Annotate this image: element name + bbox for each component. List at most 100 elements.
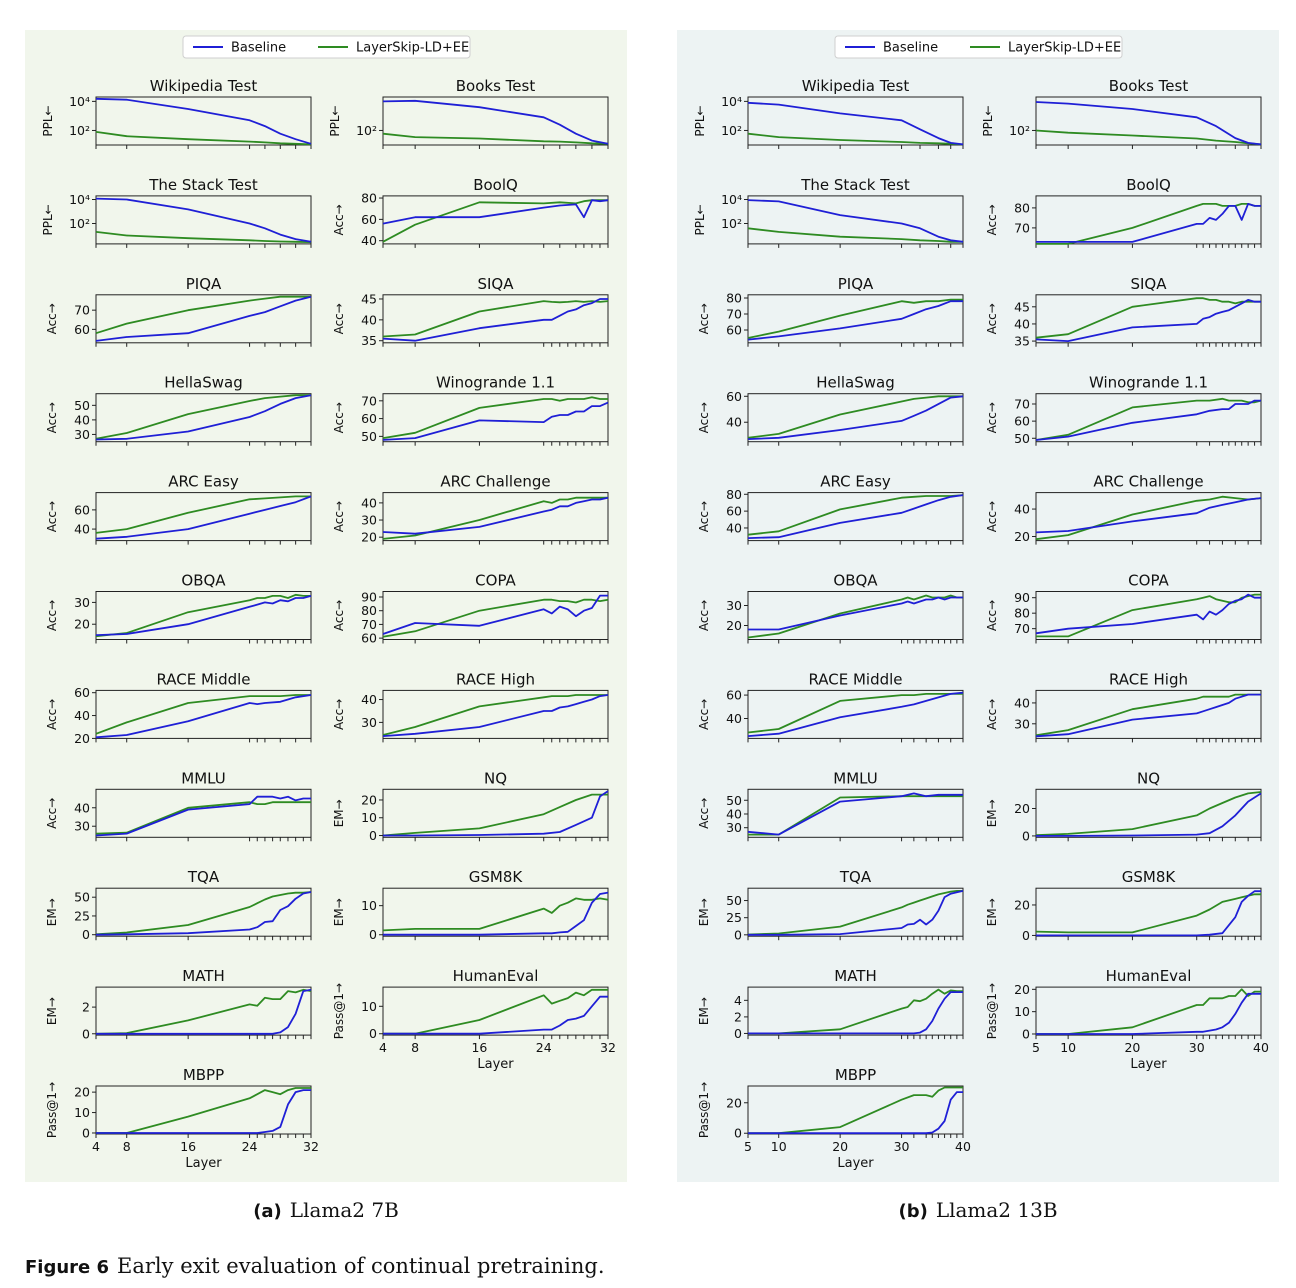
y-axis-label: Acc→ — [985, 600, 999, 631]
y-axis-label: PPL← — [693, 105, 707, 136]
subplot-a-gsm8k: GSM8K 0 10 EM→ — [332, 868, 609, 942]
legend-label-layerskip-ld-ee: LayerSkip-LD+EE — [1008, 41, 1121, 56]
y-tick-label: 30 — [74, 427, 90, 442]
subplot-b-hellaswag: HellaSwag 40 60 Acc→ — [697, 374, 964, 446]
y-axis-label: Acc→ — [45, 600, 59, 631]
series-line-layerskip-ld-ee — [382, 897, 609, 932]
x-tick-label: 30 — [1189, 1040, 1205, 1055]
series-line-baseline — [747, 300, 963, 341]
plot-frame — [382, 788, 609, 838]
y-tick-label: 20 — [726, 1095, 742, 1110]
x-tick-label: 4 — [379, 1040, 387, 1055]
y-tick-label: 10⁴ — [69, 192, 90, 207]
series-line-layerskip-ld-ee — [382, 300, 609, 338]
y-tick-label: 70 — [361, 617, 377, 632]
x-tick-label: 4 — [92, 1139, 100, 1154]
y-tick-label: 20 — [1014, 982, 1030, 997]
subplot-title: RACE Middle — [156, 670, 250, 688]
subcaption-a-title: Llama2 7B — [289, 1198, 399, 1222]
y-axis-label: Acc→ — [985, 501, 999, 532]
series-line-layerskip-ld-ee — [747, 693, 963, 734]
y-axis-label: PPL← — [41, 105, 55, 136]
subplot-title: Books Test — [456, 77, 536, 95]
series-line-layerskip-ld-ee — [95, 694, 311, 735]
y-axis-label: Acc→ — [697, 303, 711, 334]
subplot-b-nq: NQ 0 20 EM→ — [985, 769, 1262, 843]
subplot-title: ARC Challenge — [1093, 473, 1203, 491]
y-tick-label: 40 — [74, 522, 90, 537]
subplot-title: COPA — [475, 572, 516, 590]
y-axis-label: Pass@1→ — [332, 983, 346, 1039]
series-line-layerskip-ld-ee — [747, 494, 964, 536]
y-tick-label: 70 — [361, 393, 377, 408]
subplot-b-wikipedia-test: Wikipedia Test 10⁴ 10² PPL← — [693, 77, 964, 149]
x-tick-label: 10 — [771, 1139, 787, 1154]
subplot-a-race-high: RACE High 30 40 Acc→ — [332, 670, 609, 743]
plot-frame — [747, 1085, 964, 1135]
series-line-layerskip-ld-ee — [747, 298, 963, 339]
subplot-a-winogrande-1-1: Winogrande 1.1 50 60 70 Acc→ — [332, 374, 609, 446]
plot-frame — [382, 887, 609, 937]
plot-frame — [382, 294, 609, 344]
subplot-title: Books Test — [1109, 77, 1189, 95]
figure-caption-label: Figure 6 — [25, 1257, 110, 1278]
y-axis-label: Acc→ — [45, 798, 59, 829]
panel-a-background — [25, 30, 627, 1182]
y-tick-label: 30 — [74, 819, 90, 834]
subplot-b-winogrande-1-1: Winogrande 1.1 50 60 70 Acc→ — [985, 374, 1262, 446]
series-line-baseline — [747, 199, 964, 243]
y-axis-label: PPL← — [328, 105, 342, 136]
y-tick-label: 80 — [1014, 200, 1030, 215]
subcaption-a: (a) Llama2 7B — [25, 1198, 627, 1222]
subplot-b-math: MATH 0 24 EM→ — [697, 967, 964, 1041]
subplot-a-arc-challenge: ARC Challenge 20 30 40 Acc→ — [332, 473, 609, 545]
subplot-a-piqa: PIQA 60 70 Acc→ — [45, 275, 312, 347]
subplot-title: ARC Easy — [820, 473, 891, 491]
x-axis-label: Layer — [185, 1156, 222, 1171]
y-tick-label: 40 — [74, 800, 90, 815]
subplot-title: HumanEval — [1106, 967, 1192, 985]
series-line-baseline — [95, 694, 312, 739]
series-line-layerskip-ld-ee — [1035, 297, 1261, 339]
series-line-baseline — [383, 891, 609, 936]
subcaption-a-label: (a) — [253, 1201, 282, 1222]
y-tick-label: 60 — [361, 411, 377, 426]
x-tick-label: 10 — [1060, 1040, 1076, 1055]
plot-frame — [95, 788, 312, 838]
subplot-a-arc-easy: ARC Easy 40 60 Acc→ — [45, 473, 312, 545]
y-tick-label: 10² — [69, 216, 90, 231]
y-tick-label: 80 — [361, 603, 377, 618]
y-tick-label: 40 — [74, 708, 90, 723]
y-axis-label: PPL← — [693, 204, 707, 235]
y-tick-label: 4 — [734, 993, 742, 1008]
y-tick-label: 30 — [1014, 716, 1030, 731]
y-tick-label: 0 — [1022, 928, 1030, 943]
subplot-a-the-stack-test: The Stack Test 10⁴ 10² PPL← — [41, 176, 312, 248]
subplot-title: COPA — [1128, 572, 1169, 590]
series-line-baseline — [383, 790, 609, 837]
y-tick-label: 50 — [1014, 431, 1030, 446]
series-line-baseline — [1036, 202, 1261, 243]
x-tick-label: 5 — [744, 1139, 752, 1154]
y-tick-label: 50 — [74, 398, 90, 413]
y-tick-label: 0 — [734, 1126, 742, 1141]
plot-frame — [95, 689, 312, 739]
plot-frame — [747, 689, 964, 739]
y-axis-label: Pass@1→ — [985, 983, 999, 1039]
series-line-layerskip-ld-ee — [95, 131, 312, 146]
y-axis-label: EM→ — [985, 898, 999, 926]
y-axis-label: Acc→ — [697, 402, 711, 433]
series-line-layerskip-ld-ee — [1036, 988, 1261, 1035]
y-tick-label: 25 — [726, 910, 742, 925]
y-tick-label: 0 — [82, 927, 90, 942]
series-line-layerskip-ld-ee — [382, 694, 608, 736]
y-tick-label: 60 — [726, 389, 742, 404]
y-tick-label: 40 — [74, 412, 90, 427]
y-axis-label: EM→ — [697, 997, 711, 1025]
y-axis-label: EM→ — [332, 898, 346, 926]
figure-caption: Figure 6 Early exit evaluation of continu… — [25, 1254, 605, 1278]
y-tick-label: 50 — [74, 890, 90, 905]
x-tick-label: 32 — [600, 1040, 616, 1055]
y-axis-label: Acc→ — [985, 303, 999, 334]
